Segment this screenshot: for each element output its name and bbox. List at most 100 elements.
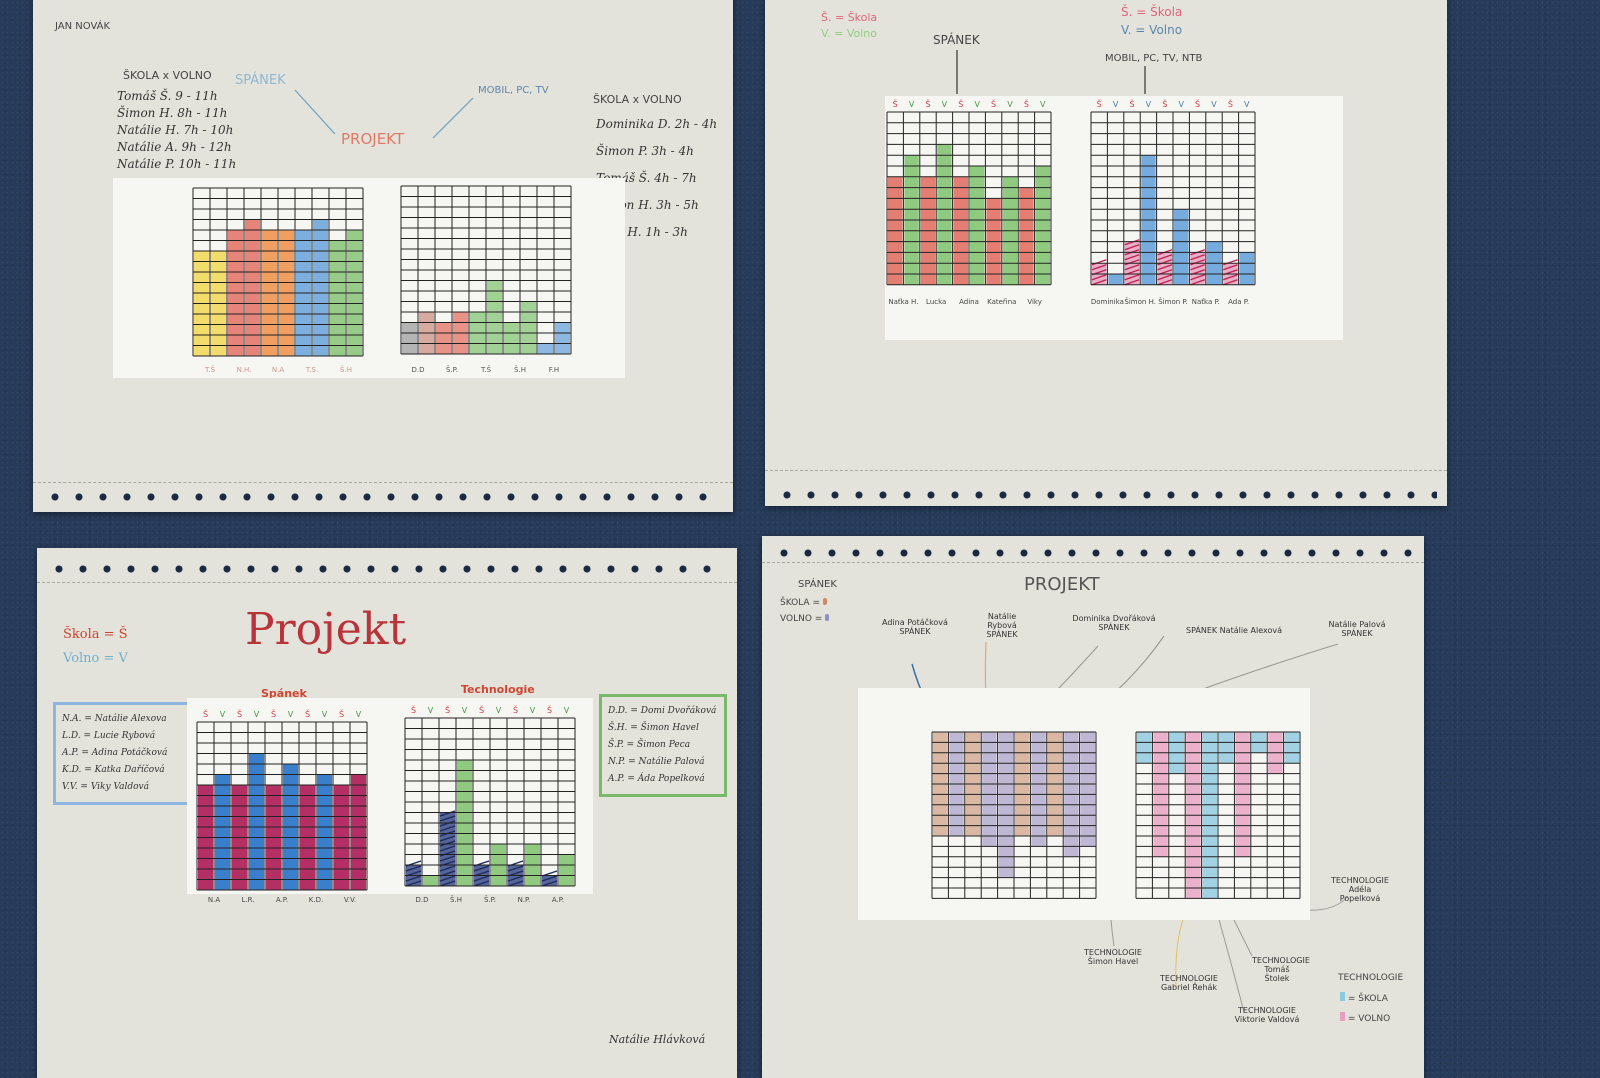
sleep-chart: Š V Š V Š V Š V Š V N.A L.R. A.P. K.D. V.V.: [196, 708, 368, 904]
bar-hatch: [1124, 254, 1140, 261]
column-header: Š: [925, 98, 930, 109]
bar-hatch: [439, 865, 456, 872]
legend-free: VOLNO =: [780, 614, 830, 624]
column-header: V: [356, 710, 362, 719]
bar-hatch: [1124, 264, 1140, 271]
column-header: Š: [513, 704, 518, 715]
column-header: V: [288, 710, 294, 719]
column-header: Š: [271, 708, 276, 719]
column-header: Š: [305, 708, 310, 719]
chart-bar: [1108, 274, 1123, 285]
chart-bar: [1219, 732, 1234, 764]
bar-hatch: [473, 875, 490, 882]
list-item: Dominika D. 2h - 4h: [596, 117, 718, 131]
bar-hatch: [1222, 259, 1238, 266]
sleep-name-legend: N.A. = Natálie Alexova L.D. = Lucie Rybo…: [53, 702, 195, 805]
tech-legend-school-swatch: [1340, 992, 1345, 1001]
tick-label: Adina: [959, 298, 979, 306]
bar-hatch: [507, 880, 524, 887]
bar-hatch: [1222, 274, 1238, 281]
column-header: V: [909, 100, 915, 109]
tech-legend-free-swatch: [1340, 1012, 1345, 1021]
legend-title: SPÁNEK: [798, 579, 837, 590]
column-header: Š: [893, 98, 898, 109]
tick-label: D.D: [411, 366, 424, 374]
sleep-chart: Š V Š V Š V Š V Š V Naťka H. Lucka Adina Kateřina Viky: [886, 98, 1052, 306]
list-item: Natálie H. 7h - 10h: [117, 123, 234, 137]
chart-bar: [1019, 187, 1034, 285]
note-bottom: TECHNOLOGIE Viktorie Valdová: [1234, 1006, 1300, 1025]
bar-hatch: [1124, 274, 1140, 281]
tick-label: Š.P.: [484, 895, 496, 904]
column-header: Š: [1097, 98, 1102, 109]
bar-hatch: [1091, 279, 1107, 286]
chart-grid: [192, 187, 364, 357]
column-header: Š: [237, 708, 242, 719]
chart-panel: Š V Š V Š V Š V Š V N.A L.R. A.P. K.D. V.V. Š V Š V Š V Š V Š V…: [187, 698, 593, 904]
note-top: Adina Potáčková SPÁNEK: [882, 618, 948, 637]
tick-label: T.S.: [305, 366, 318, 374]
bar-hatch: [1091, 274, 1107, 281]
tech-name-legend: D.D. = Domi Dvořáková Š.H. = Šimon Havel…: [599, 694, 727, 797]
tick-label: Š.H: [340, 365, 352, 374]
chart-bar: [559, 854, 574, 886]
bar-hatch: [439, 850, 456, 857]
list-item: Tomáš Š. 9 - 11h: [117, 89, 218, 103]
chart-bar: [317, 774, 332, 890]
legend-entry: A.P. = Adina Potáčková: [62, 748, 168, 758]
legend-entry: V.V. = Viky Valdová: [62, 782, 150, 792]
list-item: Natálie A. 9h - 12h: [117, 140, 232, 154]
topic-sleep: SPÁNEK: [235, 73, 286, 88]
bar-hatch: [439, 875, 456, 882]
chart-grid: [1135, 731, 1301, 899]
tech-chart: [1135, 731, 1301, 899]
chart-bar: [245, 219, 260, 356]
chart-grid: [404, 717, 576, 887]
chart-bar: [982, 732, 997, 847]
topic-tech: MOBIL, PC, TV, NTB: [1105, 53, 1203, 64]
column-header: V: [1040, 100, 1046, 109]
tick-label: Šimon H.: [1124, 297, 1156, 306]
chart-grid: [931, 731, 1097, 899]
perforation-line: [33, 482, 733, 483]
legend-school-2: Š. = Škola: [1121, 5, 1183, 19]
sheet-bottom-right: SPÁNEK ŠKOLA = VOLNO = PROJEKT Adina Pot…: [762, 536, 1424, 1078]
tick-label: A.P.: [552, 896, 564, 904]
column-header: Š: [547, 704, 552, 715]
chart-bar: [555, 322, 570, 354]
bar-hatch: [1222, 279, 1238, 286]
legend-entry: D.D. = Domi Dvořáková: [608, 706, 717, 716]
column-header: V: [428, 706, 434, 715]
chart-grid: [886, 111, 1052, 286]
note-bottom: TECHNOLOGIE Tomáš Štolek: [1252, 956, 1310, 984]
tick-label: Kateřina: [987, 298, 1016, 306]
sheet-top-left: JAN NOVÁK ŠKOLA x VOLNO SPÁNEK PROJEKT M…: [33, 0, 733, 512]
column-header: V: [1146, 100, 1152, 109]
topic-tech: MOBIL, PC, TV: [478, 85, 549, 96]
tick-label: L.R.: [242, 896, 255, 904]
chart-bar: [542, 875, 557, 886]
chart-bar: [504, 322, 519, 354]
column-header: Š: [958, 98, 963, 109]
chart-bar: [538, 343, 553, 354]
note-top: Natálie Palová SPÁNEK: [1328, 620, 1386, 639]
chart-bar: [521, 301, 536, 354]
chart-bar: [1080, 732, 1095, 847]
tech-chart: D.D Š.P. T.Š Š.H F.H: [400, 185, 572, 374]
bar-hatch: [541, 875, 558, 882]
chart-bar: [1035, 166, 1050, 285]
column-header: V: [254, 710, 260, 719]
tick-label: Naťka H.: [888, 297, 918, 306]
sleep-chart: [931, 731, 1097, 899]
perforation-holes: [772, 544, 1414, 562]
tick-label: Š.H: [450, 895, 462, 904]
bar-hatch: [439, 810, 456, 817]
legend-free: Volno = V: [63, 651, 128, 666]
legend-school: Škola = Š: [63, 627, 128, 642]
column-header: V: [942, 100, 948, 109]
tick-label: Viky: [1027, 298, 1042, 306]
bar-hatch: [1190, 259, 1206, 266]
column-header: V: [462, 706, 468, 715]
tick-label: V.V.: [344, 896, 356, 904]
legend-school-label: ŠKOLA =: [780, 598, 820, 608]
